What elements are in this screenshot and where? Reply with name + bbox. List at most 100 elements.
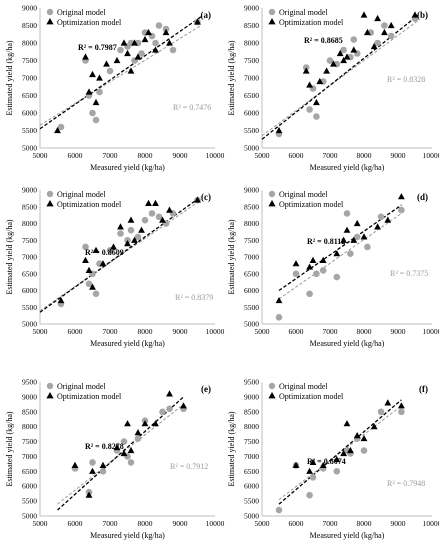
data-point-optimization (124, 420, 131, 427)
legend-marker-original (268, 382, 276, 390)
panel-label: (d) (417, 192, 428, 202)
data-point-optimization (336, 49, 344, 57)
x-axis-title: Measured yield (kg/ha) (310, 531, 385, 540)
data-point-optimization (370, 42, 378, 50)
data-point-original (377, 408, 385, 416)
y-tick-label: 5500 (22, 303, 37, 312)
x-axis-title: Measured yield (kg/ha) (90, 339, 165, 348)
data-point-optimization (180, 402, 187, 409)
data-point-optimization (384, 399, 392, 406)
data-point-original (333, 468, 341, 475)
data-point-optimization (381, 28, 388, 36)
data-point-optimization (194, 196, 201, 203)
y-tick-label: 8500 (244, 407, 259, 416)
data-point-original (159, 408, 166, 416)
data-point-original (117, 230, 124, 237)
legend-marker-optimization (46, 200, 54, 207)
data-point-original (169, 46, 177, 54)
y-tick-label: 5000 (244, 320, 259, 329)
legend-label-optimization: Optimization model (57, 200, 122, 209)
data-point-original (350, 36, 358, 43)
data-point-original (138, 50, 145, 57)
data-point-optimization (71, 461, 79, 468)
x-tick-label: 6000 (68, 327, 83, 336)
y-tick-label: 6500 (22, 467, 37, 476)
x-tick-label: 8000 (138, 327, 153, 336)
legend-label-original: Original model (57, 190, 106, 199)
panel-label: (b) (417, 10, 428, 20)
y-tick-label: 8000 (244, 219, 259, 228)
data-point-optimization (85, 266, 93, 273)
y-tick-label: 8500 (244, 202, 259, 211)
x-tick-label: 5000 (255, 519, 270, 528)
trendline-original (39, 25, 202, 126)
data-point-original (134, 435, 142, 442)
r2-original-label: R² = 0.7948 (387, 479, 425, 488)
panel-label: (f) (419, 384, 428, 394)
y-tick-label: 6500 (244, 467, 259, 476)
x-tick-label: 6000 (289, 327, 304, 336)
x-tick-label: 10000 (423, 151, 439, 160)
y-tick-label: 5500 (22, 497, 37, 506)
data-point-optimization (131, 236, 138, 243)
data-point-optimization (134, 53, 142, 60)
data-point-optimization (166, 390, 173, 397)
data-point-optimization (145, 28, 152, 36)
x-tick-label: 9000 (173, 519, 188, 528)
trendline-optimization (278, 399, 402, 505)
r2-optimization-label: R² = 0.8685 (304, 36, 343, 45)
data-point-optimization (152, 46, 159, 53)
data-point-optimization (398, 193, 405, 200)
y-tick-label: 6000 (244, 109, 259, 118)
y-tick-label: 7500 (244, 437, 259, 446)
data-point-optimization (343, 226, 351, 233)
data-point-optimization (353, 432, 361, 439)
y-tick-label: 6000 (22, 286, 37, 295)
x-axis-title: Measured yield (kg/ha) (310, 339, 385, 348)
data-point-optimization (384, 216, 392, 223)
data-point-optimization (82, 256, 89, 263)
y-tick-label: 6500 (22, 91, 37, 100)
data-point-optimization (89, 70, 96, 78)
data-point-original (96, 88, 103, 96)
data-point-original (155, 22, 163, 29)
data-point-optimization (360, 233, 368, 240)
scatter-panel-2: 5000 6000 7000 8000 9000 10000 5000 5500 6000 650… (227, 4, 439, 173)
legend-label-original: Original model (279, 8, 328, 17)
data-point-optimization (343, 420, 351, 427)
data-point-optimization (117, 223, 124, 230)
y-tick-label: 6500 (244, 269, 259, 278)
data-point-optimization (124, 49, 131, 57)
y-tick-label: 5000 (244, 512, 259, 521)
y-tick-label: 6000 (244, 482, 259, 491)
data-point-optimization (92, 246, 100, 253)
data-point-original (120, 438, 128, 445)
y-tick-label: 7000 (244, 452, 259, 461)
y-tick-label: 9000 (22, 186, 37, 195)
data-point-original (152, 39, 159, 47)
data-point-original (340, 46, 347, 54)
trendline-original (39, 199, 202, 312)
y-axis-title: Estimated yield (kg/ha) (227, 411, 236, 486)
data-point-original (347, 250, 354, 257)
legend-label-original: Original model (279, 382, 328, 391)
data-point-optimization (89, 283, 96, 290)
data-point-optimization (350, 236, 358, 243)
data-point-optimization (309, 256, 317, 263)
y-tick-label: 7000 (22, 452, 37, 461)
y-tick-label: 8000 (244, 422, 259, 431)
y-tick-label: 6500 (22, 269, 37, 278)
data-point-original (313, 113, 320, 120)
data-point-original (141, 216, 149, 224)
r2-original-label: R² = 0.7912 (170, 462, 208, 471)
data-point-optimization (145, 199, 152, 206)
r2-optimization-label: R² = 0.8278 (85, 442, 124, 451)
y-tick-label: 9000 (244, 4, 259, 13)
data-point-optimization (313, 98, 320, 106)
scatter-panel-5: 5000 6000 7000 8000 9000 10000 5000 5500 6000 650… (5, 378, 225, 541)
y-tick-label: 7000 (244, 74, 259, 83)
y-tick-label: 6000 (244, 286, 259, 295)
data-point-optimization (92, 98, 100, 106)
data-point-optimization (85, 88, 93, 95)
